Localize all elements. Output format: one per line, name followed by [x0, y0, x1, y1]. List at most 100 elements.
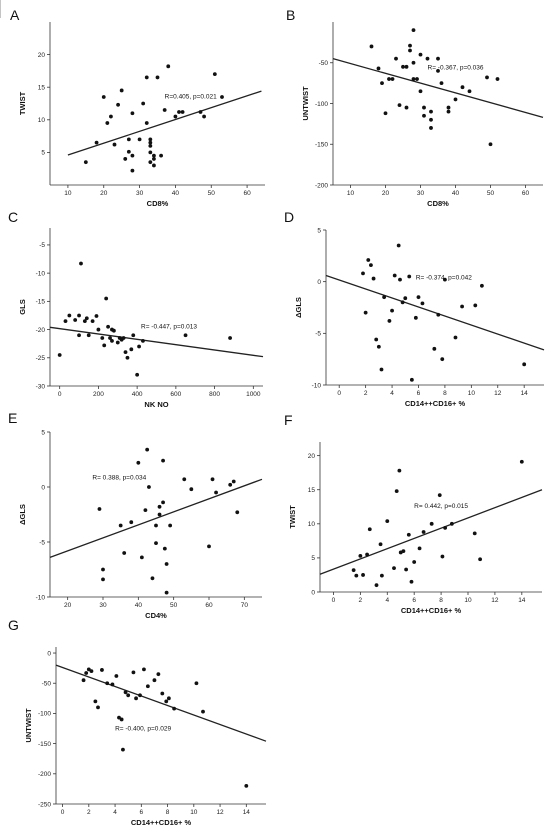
data-point — [449, 521, 454, 526]
data-point — [394, 489, 399, 493]
data-point — [379, 367, 384, 372]
data-point — [141, 338, 145, 343]
x-axis-label: CD8% — [147, 199, 169, 208]
data-point — [390, 77, 395, 81]
panel-a: A 10 20 30 40 50 60 5 10 15 20 CD8% TWIST R=0.405, p=… — [10, 7, 265, 208]
y-tick-label: 5 — [317, 227, 321, 234]
x-tick-label: 14 — [518, 597, 526, 604]
y-tick-label: -150 — [38, 741, 51, 748]
data-point — [79, 261, 83, 266]
y-tick-label: -50 — [42, 681, 52, 688]
data-point — [159, 153, 163, 158]
y-tick-label: -10 — [36, 594, 46, 601]
data-point — [387, 77, 391, 81]
data-point — [472, 531, 477, 536]
data-point — [446, 105, 451, 110]
x-tick-label: 40 — [452, 190, 460, 197]
data-point — [106, 324, 110, 329]
x-tick-label: 14 — [521, 390, 529, 397]
data-point — [467, 89, 472, 94]
data-point — [157, 504, 162, 509]
data-point — [148, 140, 153, 145]
data-point — [210, 477, 215, 482]
y-tick-label: -250 — [38, 801, 51, 808]
data-point — [207, 544, 211, 549]
data-point — [403, 296, 408, 301]
y-axis-label: UNTWIST — [301, 86, 310, 121]
data-point — [361, 271, 365, 276]
data-point — [82, 319, 87, 324]
data-point — [378, 542, 383, 547]
correlation-annotation: R= -0.374, p=0.042 — [416, 275, 472, 282]
data-point — [108, 336, 112, 340]
data-point — [134, 696, 138, 701]
x-tick-label: 20 — [382, 190, 390, 197]
x-tick-label: 40 — [172, 190, 180, 197]
x-tick-label: 10 — [468, 390, 476, 397]
x-tick-label: 8 — [166, 809, 170, 816]
data-point — [365, 552, 369, 557]
data-point — [401, 64, 405, 69]
data-point — [166, 696, 171, 701]
data-point — [139, 555, 144, 560]
data-point — [109, 114, 113, 119]
data-point — [63, 319, 68, 324]
data-point — [404, 567, 409, 572]
x-tick-label: 50 — [487, 190, 495, 197]
data-point — [443, 277, 447, 282]
data-point — [152, 157, 156, 161]
x-tick-label: 50 — [170, 602, 178, 609]
data-point — [446, 109, 451, 114]
data-point — [390, 308, 394, 313]
y-tick-label: 5 — [41, 429, 45, 436]
panel-c: C 0 200 400 600 800 1000 -5 -10 -15 -20 -25 -30 NK NO… — [8, 209, 264, 409]
x-tick-label: 12 — [216, 809, 224, 816]
x-tick-label: 8 — [443, 390, 447, 397]
y-tick-label: 5 — [311, 555, 315, 562]
x-tick-label: 30 — [417, 190, 425, 197]
data-point — [100, 336, 105, 340]
y-axis-label: TWIST — [288, 505, 297, 529]
y-tick-label: -25 — [36, 355, 46, 362]
data-point — [96, 705, 100, 710]
regression-line — [332, 58, 544, 118]
data-point — [231, 479, 236, 484]
y-tick-label: 0 — [47, 650, 51, 657]
y-axis-label: UNTWIST — [24, 708, 33, 743]
x-tick-label: 200 — [93, 391, 104, 398]
data-point — [495, 77, 500, 81]
data-point — [142, 667, 146, 672]
x-axis-label: NK NO — [144, 400, 168, 409]
data-point — [105, 121, 110, 125]
data-point — [404, 105, 409, 110]
data-point — [73, 318, 78, 322]
data-point — [161, 458, 165, 463]
data-point — [392, 273, 397, 278]
data-point — [453, 97, 458, 102]
data-point — [57, 353, 62, 357]
data-point — [168, 523, 173, 528]
data-point — [77, 333, 81, 338]
y-tick-label: -15 — [36, 299, 46, 306]
data-point — [112, 328, 116, 333]
data-point — [126, 137, 131, 142]
data-point — [421, 530, 426, 534]
data-point — [148, 150, 153, 155]
data-point — [411, 28, 416, 33]
x-tick-label: 60 — [243, 190, 251, 197]
data-point — [141, 101, 146, 106]
y-tick-label: -200 — [315, 182, 328, 189]
regression-line — [67, 90, 262, 156]
x-tick-label: 8 — [439, 597, 443, 604]
data-point — [147, 485, 151, 489]
data-point — [437, 493, 442, 498]
y-tick-label: 20 — [308, 453, 316, 460]
data-point — [121, 336, 126, 340]
data-point — [172, 706, 177, 711]
correlation-annotation: R= 0.388, p=0.034 — [92, 474, 146, 481]
data-point — [478, 557, 483, 562]
data-point — [110, 682, 115, 687]
x-tick-label: 0 — [58, 391, 62, 398]
data-point — [366, 258, 371, 262]
data-point — [137, 344, 141, 349]
